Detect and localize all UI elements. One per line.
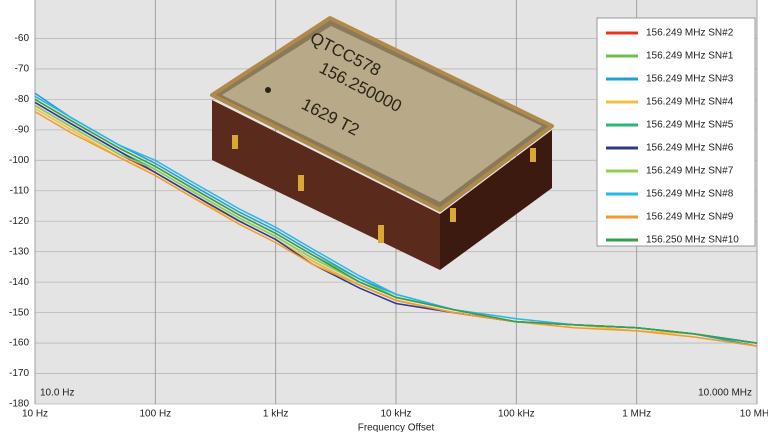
legend-label: 156.249 MHz SN#5	[646, 120, 734, 131]
y-tick-label: -160	[9, 338, 29, 349]
legend-label: 156.249 MHz SN#3	[646, 74, 734, 85]
y-tick-label: -180	[9, 399, 29, 410]
x-axis-label: Frequency Offset	[358, 423, 435, 432]
y-tick-label: -120	[9, 216, 29, 227]
series-line	[34, 110, 758, 347]
y-tick-label: -60	[15, 33, 30, 44]
legend-label: 156.249 MHz SN#1	[646, 51, 734, 62]
pin1-dot	[265, 87, 271, 93]
x-tick-label: 1 kHz	[263, 409, 289, 420]
series-line	[34, 98, 758, 344]
y-tick-label: -70	[15, 64, 30, 75]
chip-side-right	[440, 130, 552, 270]
y-tick-label: -110	[10, 185, 30, 196]
y-tick-label: -130	[9, 246, 29, 257]
legend: 156.249 MHz SN#2 156.249 MHz SN#1 156.249 …	[596, 17, 756, 247]
annotation: 10.000 MHz	[698, 388, 752, 399]
legend-label: 156.249 MHz SN#6	[646, 143, 734, 154]
lines	[34, 92, 758, 347]
annotation: 10.0 Hz	[40, 388, 74, 399]
pad	[378, 225, 384, 243]
y-tick-label: -140	[9, 277, 29, 288]
y-tick-label: -80	[15, 94, 30, 105]
legend-label: 156.249 MHz SN#7	[646, 166, 734, 177]
pad	[530, 148, 536, 162]
x-tick-label: 100 kHz	[498, 409, 535, 420]
legend-label: 156.250 MHz SN#10	[646, 235, 739, 246]
x-tick-label: 100 Hz	[139, 409, 171, 420]
product-image: QTCC578 156.250000 1629 T2	[210, 16, 554, 270]
pad	[450, 208, 456, 222]
y-tick-label: -90	[15, 124, 30, 135]
x-tick-label: 10 MHz	[740, 409, 768, 420]
x-tick-label: 10 Hz	[22, 409, 48, 420]
x-tick-label: 10 kHz	[380, 409, 411, 420]
chip-lid	[222, 26, 542, 202]
legend-label: 156.249 MHz SN#9	[646, 212, 734, 223]
y-tick-label: -150	[9, 307, 29, 318]
x-tick-label: 1 MHz	[622, 409, 651, 420]
y-tick-label: -170	[9, 368, 29, 379]
legend-label: 156.249 MHz SN#4	[646, 97, 734, 108]
legend-label: 156.249 MHz SN#2	[646, 28, 734, 39]
legend-label: 156.249 MHz SN#8	[646, 189, 734, 200]
pad	[232, 135, 238, 149]
y-tick-label: -100	[9, 155, 29, 166]
pad	[298, 175, 304, 191]
